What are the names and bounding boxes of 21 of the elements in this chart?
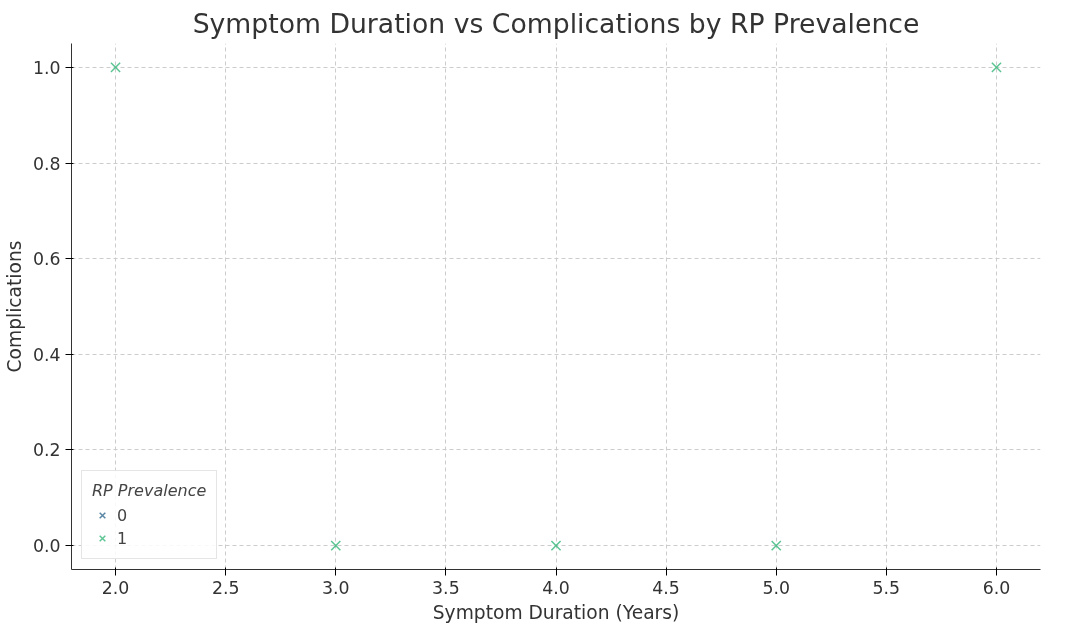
x-tick-label: 2.5 xyxy=(211,577,240,598)
y-tick-label: 0.0 xyxy=(32,536,61,557)
y-tick-label: 0.2 xyxy=(32,440,61,461)
x-tick-label: 2.0 xyxy=(101,577,130,598)
x-tick-label: 5.5 xyxy=(872,577,901,598)
x-axis-title: Symptom Duration (Years) xyxy=(432,601,680,623)
legend-label: 1 xyxy=(117,528,129,548)
legend-title: RP Prevalence xyxy=(92,481,207,500)
x-tick-label: 4.5 xyxy=(652,577,680,598)
y-tick-label: 0.8 xyxy=(32,153,61,174)
chart-title: Symptom Duration vs Complications by RP Prevalence xyxy=(192,7,920,39)
x-tick-label: 6.0 xyxy=(982,577,1011,598)
y-axis-title: Complications xyxy=(3,240,25,373)
x-tick-label: 3.5 xyxy=(432,577,460,598)
y-tick-label: 1.0 xyxy=(32,57,61,78)
x-tick-label: 3.0 xyxy=(321,577,350,598)
y-tick-label: 0.6 xyxy=(32,249,61,270)
legend-label: 0 xyxy=(117,505,129,525)
x-tick-label: 5.0 xyxy=(762,577,791,598)
y-tick-label: 0.4 xyxy=(32,344,61,365)
x-tick-label: 4.0 xyxy=(542,577,570,598)
